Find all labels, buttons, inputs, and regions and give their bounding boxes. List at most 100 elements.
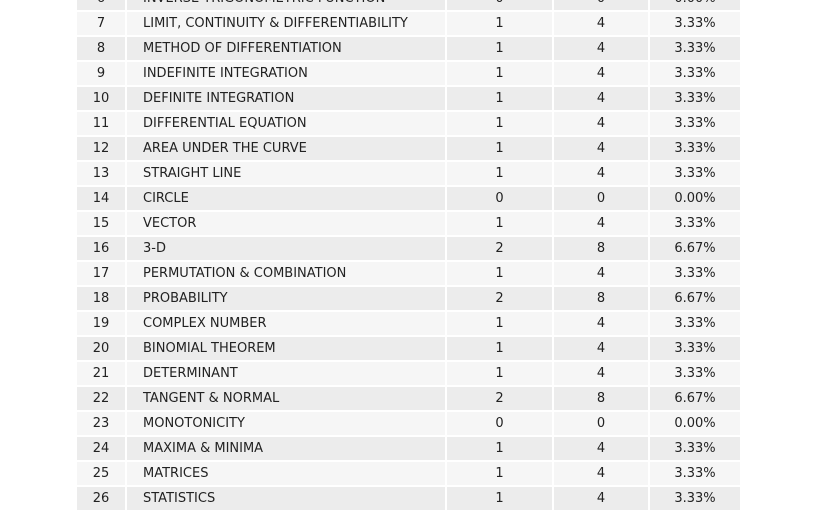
questions: 0 <box>445 0 554 12</box>
topic: LIMIT, CONTINUITY & DIFFERENTIABILITY <box>125 10 447 37</box>
marks: 0 <box>552 0 650 12</box>
topic: DIFFERENTIAL EQUATION <box>125 110 447 137</box>
topic: INVERSE TRIGONOMETRIC FUNCTION <box>125 0 447 12</box>
table-row: 22 TANGENT & NORMAL 2 8 6.67% <box>75 385 742 412</box>
topic: PERMUTATION & COMBINATION <box>125 260 447 287</box>
table-row: 13 STRAIGHT LINE 1 4 3.33% <box>75 160 742 187</box>
table-row: 21 DETERMINANT 1 4 3.33% <box>75 360 742 387</box>
percentage: 6.67% <box>648 235 742 262</box>
topic: AREA UNDER THE CURVE <box>125 135 447 162</box>
topic: CIRCLE <box>125 185 447 212</box>
row-number: 15 <box>75 210 127 237</box>
table-row: 19 COMPLEX NUMBER 1 4 3.33% <box>75 310 742 337</box>
percentage: 3.33% <box>648 160 742 187</box>
row-number: 10 <box>75 85 127 112</box>
marks: 4 <box>552 160 650 187</box>
table-row: 24 MAXIMA & MINIMA 1 4 3.33% <box>75 435 742 462</box>
topic: DETERMINANT <box>125 360 447 387</box>
row-number: 22 <box>75 385 127 412</box>
row-number: 25 <box>75 460 127 487</box>
row-number: 24 <box>75 435 127 462</box>
table-row: 17 PERMUTATION & COMBINATION 1 4 3.33% <box>75 260 742 287</box>
topic: TANGENT & NORMAL <box>125 385 447 412</box>
table-body: 6INVERSE TRIGONOMETRIC FUNCTION000.00%7L… <box>75 0 742 512</box>
marks: 8 <box>552 285 650 312</box>
percentage: 3.33% <box>648 260 742 287</box>
row-number: 14 <box>75 185 127 212</box>
questions: 0 <box>445 185 554 212</box>
questions: 1 <box>445 210 554 237</box>
marks: 4 <box>552 360 650 387</box>
row-number: 20 <box>75 335 127 362</box>
row-number: 21 <box>75 360 127 387</box>
percentage: 3.33% <box>648 335 742 362</box>
row-number: 11 <box>75 110 127 137</box>
table-row: 9 INDEFINITE INTEGRATION 1 4 3.33% <box>75 60 742 87</box>
table-row: 25 MATRICES 1 4 3.33% <box>75 460 742 487</box>
table-row: 18 PROBABILITY 2 8 6.67% <box>75 285 742 312</box>
questions: 1 <box>445 360 554 387</box>
row-number: 6 <box>75 0 127 12</box>
table-row: 23 MONOTONICITY 0 0 0.00% <box>75 410 742 437</box>
percentage: 3.33% <box>648 35 742 62</box>
topic: VECTOR <box>125 210 447 237</box>
questions: 1 <box>445 485 554 512</box>
topic: MAXIMA & MINIMA <box>125 435 447 462</box>
marks: 4 <box>552 260 650 287</box>
row-number: 7 <box>75 10 127 37</box>
marks: 4 <box>552 60 650 87</box>
table-row: 16 3-D 2 8 6.67% <box>75 235 742 262</box>
row-number: 26 <box>75 485 127 512</box>
percentage: 0.00% <box>648 185 742 212</box>
marks: 4 <box>552 110 650 137</box>
topic: 3-D <box>125 235 447 262</box>
questions: 1 <box>445 460 554 487</box>
questions: 1 <box>445 260 554 287</box>
topic: MATRICES <box>125 460 447 487</box>
percentage: 3.33% <box>648 210 742 237</box>
table-row: 14 CIRCLE 0 0 0.00% <box>75 185 742 212</box>
table-row: 26 STATISTICS 1 4 3.33% <box>75 485 742 512</box>
questions: 1 <box>445 110 554 137</box>
topic: COMPLEX NUMBER <box>125 310 447 337</box>
topic-table: 6INVERSE TRIGONOMETRIC FUNCTION000.00%7L… <box>75 0 742 512</box>
table-row: 20 BINOMIAL THEOREM 1 4 3.33% <box>75 335 742 362</box>
marks: 4 <box>552 85 650 112</box>
topic: DEFINITE INTEGRATION <box>125 85 447 112</box>
questions: 1 <box>445 335 554 362</box>
marks: 4 <box>552 310 650 337</box>
questions: 2 <box>445 235 554 262</box>
questions: 1 <box>445 160 554 187</box>
questions: 1 <box>445 310 554 337</box>
questions: 0 <box>445 410 554 437</box>
marks: 4 <box>552 210 650 237</box>
percentage: 3.33% <box>648 60 742 87</box>
topic: INDEFINITE INTEGRATION <box>125 60 447 87</box>
percentage: 3.33% <box>648 135 742 162</box>
percentage: 3.33% <box>648 85 742 112</box>
marks: 4 <box>552 10 650 37</box>
topic: STATISTICS <box>125 485 447 512</box>
table-row: 10 DEFINITE INTEGRATION 1 4 3.33% <box>75 85 742 112</box>
percentage: 3.33% <box>648 460 742 487</box>
table-row: 6INVERSE TRIGONOMETRIC FUNCTION000.00% <box>75 0 742 12</box>
marks: 4 <box>552 485 650 512</box>
marks: 8 <box>552 235 650 262</box>
percentage: 3.33% <box>648 435 742 462</box>
marks: 4 <box>552 135 650 162</box>
percentage: 3.33% <box>648 485 742 512</box>
marks: 4 <box>552 435 650 462</box>
topic: STRAIGHT LINE <box>125 160 447 187</box>
marks: 4 <box>552 460 650 487</box>
table-row: 12 AREA UNDER THE CURVE 1 4 3.33% <box>75 135 742 162</box>
table-row: 15 VECTOR 1 4 3.33% <box>75 210 742 237</box>
percentage: 6.67% <box>648 385 742 412</box>
table-row: 8 METHOD OF DIFFERENTIATION 1 4 3.33% <box>75 35 742 62</box>
percentage: 3.33% <box>648 360 742 387</box>
marks: 0 <box>552 185 650 212</box>
row-number: 12 <box>75 135 127 162</box>
percentage: 6.67% <box>648 285 742 312</box>
questions: 1 <box>445 135 554 162</box>
percentage: 3.33% <box>648 110 742 137</box>
